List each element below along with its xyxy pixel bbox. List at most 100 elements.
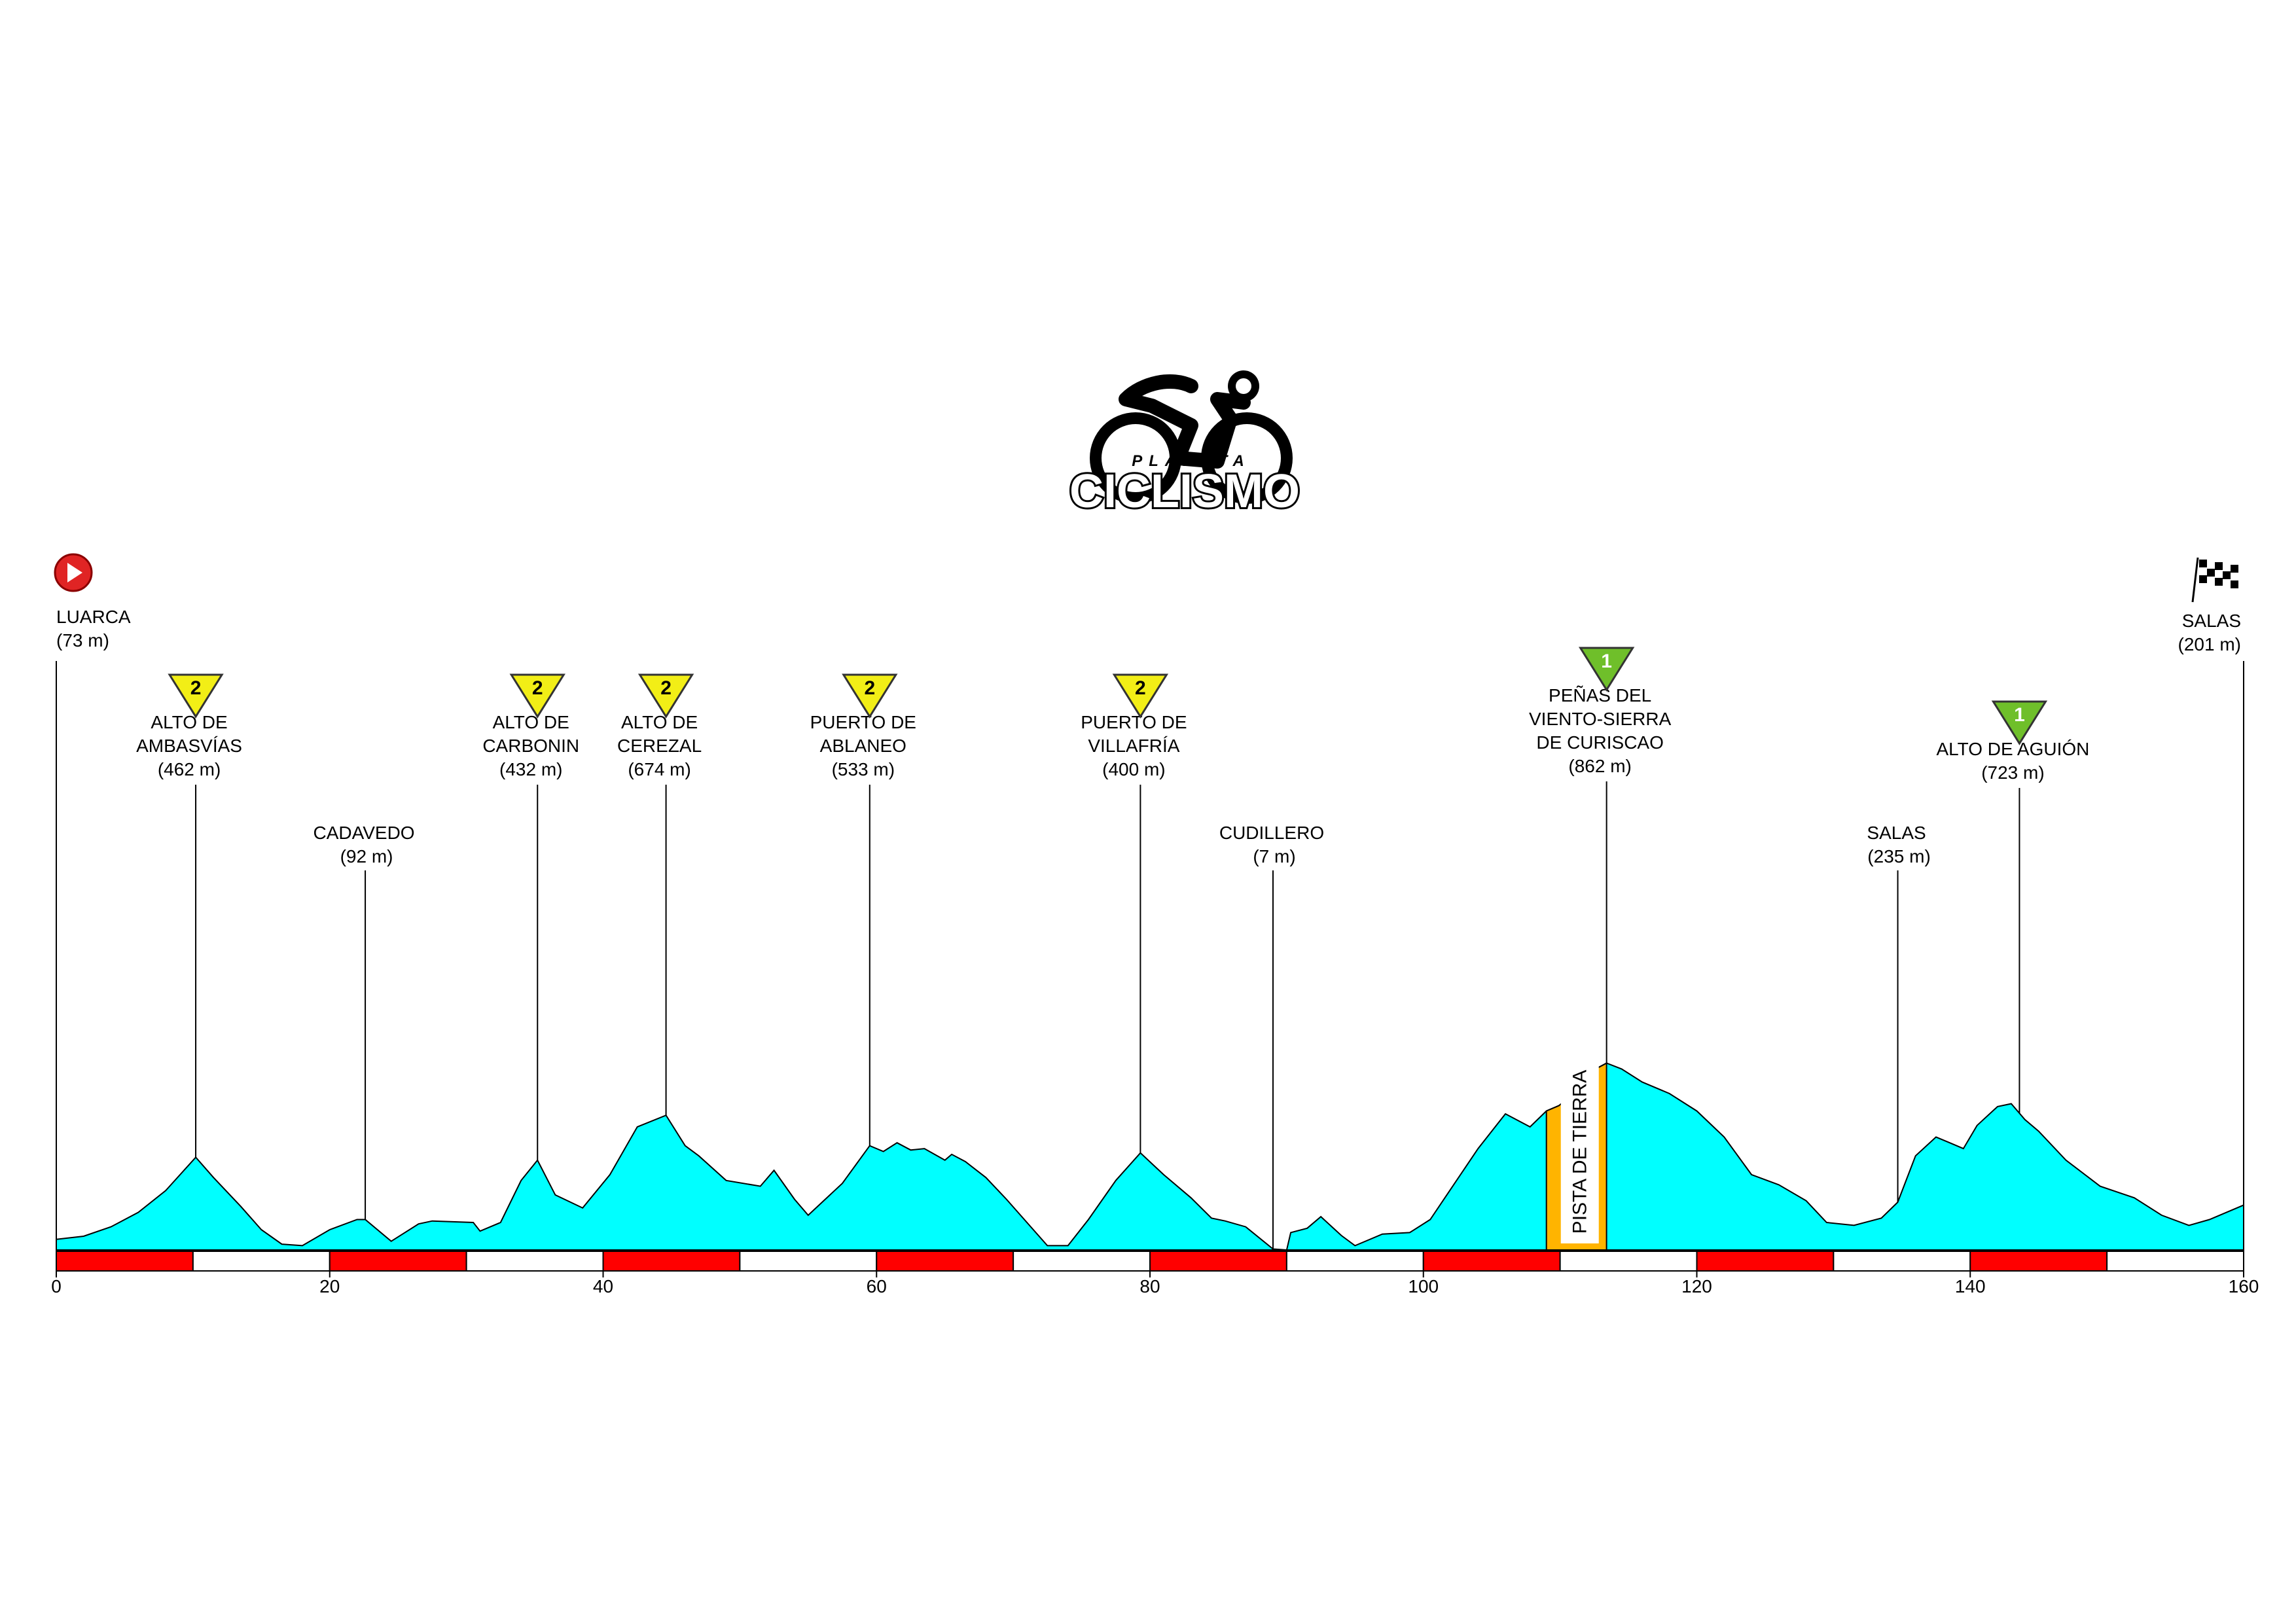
category-2-icon: 2 xyxy=(842,673,898,719)
category-triangle xyxy=(168,673,224,719)
category-number: 2 xyxy=(190,677,202,699)
start-altitude: (73 m) xyxy=(56,630,109,651)
x-tick-label: 20 xyxy=(319,1276,340,1296)
flag-square xyxy=(2215,578,2223,586)
pista-de-tierra-label: PISTA DE TIERRA xyxy=(1570,1070,1591,1234)
climb-marker: PUERTO DE ABLANEO (533 m) 2 xyxy=(810,673,916,1146)
category-triangle xyxy=(1578,647,1635,692)
scale-bar-segment xyxy=(1833,1251,1971,1272)
x-tick-label: 160 xyxy=(2229,1276,2259,1296)
climb-marker: ALTO DE AGUIÓN (723 m) 1 xyxy=(1936,700,2089,1114)
flag-square xyxy=(2207,561,2215,569)
start-name: LUARCA xyxy=(56,607,131,627)
finish-name: SALAS xyxy=(2182,611,2241,631)
flag-square xyxy=(2231,573,2238,580)
climb-name: VIENTO-SIERRA xyxy=(1529,709,1672,729)
climb-name: ALTO DE xyxy=(493,712,569,732)
climb-altitude: (432 m) xyxy=(499,759,562,779)
category-2-icon: 2 xyxy=(509,673,565,719)
climb-altitude: (462 m) xyxy=(158,759,221,779)
town-marker: CADAVEDO (92 m) xyxy=(314,823,415,1220)
logo-main-text: CICLISMO xyxy=(1069,465,1300,518)
climb-marker: ALTO DE CARBONIN (432 m) 2 xyxy=(482,673,579,1160)
category-triangle xyxy=(509,673,565,719)
category-number: 2 xyxy=(660,677,672,699)
town-marker: CUDILLERO (7 m) xyxy=(1219,823,1324,1249)
category-2-icon: 2 xyxy=(637,673,694,719)
climb-name: PUERTO DE xyxy=(1081,712,1187,732)
checkered-flag-icon xyxy=(2191,557,2238,603)
climb-altitude: (674 m) xyxy=(628,759,691,779)
scale-bar-segment xyxy=(56,1251,194,1272)
category-number: 1 xyxy=(1601,651,1612,672)
climb-name: PUERTO DE xyxy=(810,712,916,732)
climb-name: PEÑAS DEL xyxy=(1549,685,1651,705)
scale-bar-segment xyxy=(1285,1251,1424,1272)
climb-name: AMBASVÍAS xyxy=(136,736,242,756)
category-number: 2 xyxy=(864,677,875,699)
flag-square xyxy=(2231,565,2238,573)
scale-bar-segment xyxy=(2106,1251,2244,1272)
scale-bar-segment xyxy=(465,1251,604,1272)
flag-square xyxy=(2199,575,2207,583)
scale-bar-segment xyxy=(192,1251,331,1272)
scale-bar-segment xyxy=(1422,1251,1561,1272)
flag-square xyxy=(2231,580,2238,588)
town-altitude: (92 m) xyxy=(340,846,393,866)
scale-bar-segment xyxy=(739,1251,878,1272)
scale-bar-segment xyxy=(329,1251,467,1272)
km-axis: 0 20 40 60 80 100 120 140 160 xyxy=(51,1251,2259,1296)
town-altitude: (7 m) xyxy=(1253,846,1295,866)
climb-altitude: (400 m) xyxy=(1102,759,1165,779)
climb-name: CEREZAL xyxy=(617,736,702,756)
climb-marker: PUERTO DE VILLAFRÍA (400 m) 2 xyxy=(1081,673,1187,1153)
flag-pole xyxy=(2191,557,2199,603)
climb-altitude: (862 m) xyxy=(1568,756,1631,776)
planeta-ciclismo-logo: PLANETA CICLISMO xyxy=(1067,370,1302,520)
scale-bar-segment xyxy=(1969,1251,2108,1272)
category-triangle xyxy=(1112,673,1169,719)
logo-top-text: PLANETA xyxy=(1132,452,1251,470)
climb-name: ALTO DE xyxy=(621,712,698,732)
climb-altitude: (723 m) xyxy=(1981,762,2044,783)
x-tick-label: 140 xyxy=(1955,1276,1986,1296)
town-name: CADAVEDO xyxy=(314,823,415,843)
category-2-icon: 2 xyxy=(168,673,224,719)
x-tick-label: 40 xyxy=(593,1276,613,1296)
climb-name: ALTO DE xyxy=(151,712,227,732)
climb-name: ALTO DE AGUIÓN xyxy=(1936,739,2089,759)
town-altitude: (235 m) xyxy=(1867,846,1930,866)
x-tick-label: 60 xyxy=(867,1276,887,1296)
scale-bar-segment xyxy=(1559,1251,1698,1272)
category-number: 2 xyxy=(1135,677,1146,699)
category-triangle xyxy=(842,673,898,719)
climb-name: VILLAFRÍA xyxy=(1088,736,1179,756)
x-tick-label: 0 xyxy=(51,1276,62,1296)
scale-bar-segment xyxy=(602,1251,741,1272)
flag-square xyxy=(2223,579,2231,587)
town-name: CUDILLERO xyxy=(1219,823,1324,843)
climb-name: DE CURISCAO xyxy=(1536,732,1663,753)
climb-altitude: (533 m) xyxy=(832,759,895,779)
scale-bar-segment xyxy=(1149,1251,1287,1272)
town-name: SALAS xyxy=(1867,823,1926,843)
finish-altitude: (201 m) xyxy=(2178,634,2241,654)
climb-marker: ALTO DE CEREZAL (674 m) 2 xyxy=(617,673,702,1116)
flag-square xyxy=(2207,569,2215,577)
x-tick-label: 80 xyxy=(1139,1276,1160,1296)
category-2-icon: 2 xyxy=(1112,673,1169,719)
flag-square xyxy=(2223,571,2231,579)
category-triangle xyxy=(637,673,694,719)
start-icon-play xyxy=(67,563,82,582)
flag-square xyxy=(2223,563,2231,571)
category-number: 2 xyxy=(532,677,543,699)
profile-area xyxy=(56,1062,2244,1251)
climb-marker: PEÑAS DEL VIENTO-SIERRA DE CURISCAO (862 m)… xyxy=(1529,647,1672,1063)
x-tick-label: 120 xyxy=(1681,1276,1712,1296)
flag-square xyxy=(2215,562,2223,570)
climb-name: ABLANEO xyxy=(820,736,906,756)
flag-square xyxy=(2215,570,2223,578)
start-icon xyxy=(54,553,93,592)
scale-bar-segment xyxy=(876,1251,1014,1272)
flag-square xyxy=(2199,560,2207,567)
